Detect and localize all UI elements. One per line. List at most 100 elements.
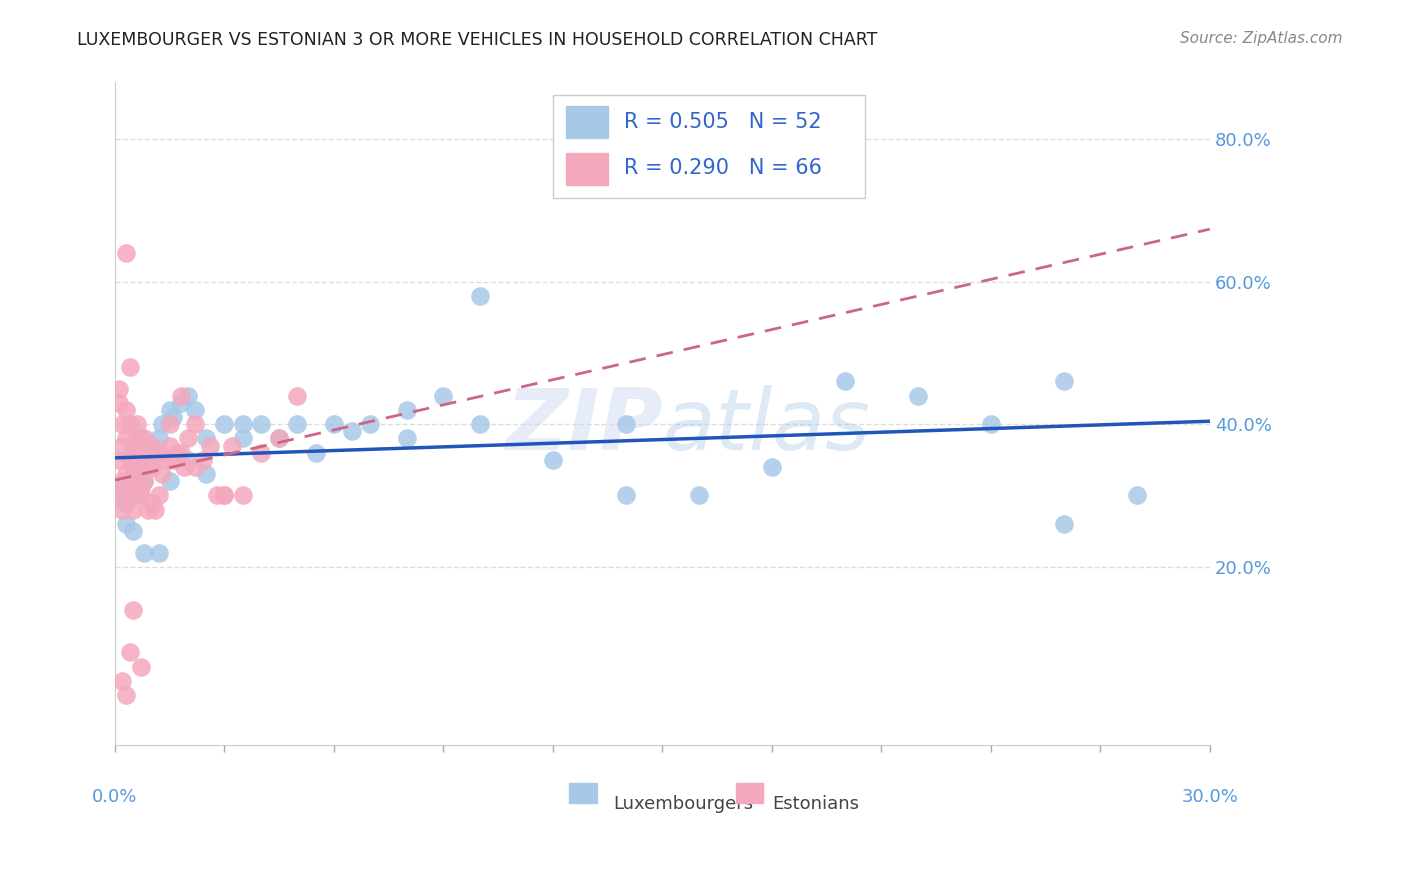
Point <box>170 389 193 403</box>
Point <box>107 488 129 502</box>
Point <box>148 432 170 446</box>
Point <box>834 375 856 389</box>
Point <box>115 516 138 531</box>
Point <box>170 446 193 460</box>
Point <box>122 502 145 516</box>
Text: 30.0%: 30.0% <box>1181 789 1239 806</box>
Point <box>134 545 156 559</box>
Point <box>107 382 129 396</box>
Point <box>143 446 166 460</box>
Point <box>152 417 174 432</box>
Point <box>129 481 152 495</box>
Point <box>148 545 170 559</box>
Text: R = 0.290   N = 66: R = 0.290 N = 66 <box>624 158 823 178</box>
Point <box>134 459 156 474</box>
Point <box>159 417 181 432</box>
Point <box>155 452 177 467</box>
Point <box>111 417 134 432</box>
Point <box>141 459 163 474</box>
Point <box>269 432 291 446</box>
Point <box>125 417 148 432</box>
Point <box>214 488 236 502</box>
Point <box>614 488 637 502</box>
Point <box>118 417 141 432</box>
Point <box>136 502 159 516</box>
Point <box>980 417 1002 432</box>
Text: ZIP: ZIP <box>505 385 662 468</box>
Point <box>162 452 184 467</box>
Point <box>107 396 129 410</box>
Point <box>111 481 134 495</box>
Point <box>148 446 170 460</box>
Point <box>125 488 148 502</box>
Point <box>250 417 273 432</box>
Point <box>125 467 148 481</box>
Point <box>342 425 364 439</box>
Point <box>118 360 141 375</box>
Bar <box>735 783 763 803</box>
Point <box>115 403 138 417</box>
Point <box>541 452 564 467</box>
Point <box>177 389 200 403</box>
Point <box>115 432 138 446</box>
Point <box>232 417 254 432</box>
Point <box>614 417 637 432</box>
Point <box>143 502 166 516</box>
Point <box>125 432 148 446</box>
Point <box>115 495 138 509</box>
Point <box>250 446 273 460</box>
Point <box>136 452 159 467</box>
Point <box>107 452 129 467</box>
Point <box>129 659 152 673</box>
Point <box>432 389 454 403</box>
FancyBboxPatch shape <box>553 95 865 198</box>
Point <box>221 439 243 453</box>
Point <box>122 474 145 488</box>
Point <box>214 417 236 432</box>
Point <box>134 432 156 446</box>
Point <box>122 524 145 538</box>
Text: atlas: atlas <box>662 385 870 468</box>
Text: R = 0.505   N = 52: R = 0.505 N = 52 <box>624 112 821 132</box>
Point <box>118 474 141 488</box>
Point <box>115 688 138 702</box>
Bar <box>567 106 607 138</box>
Point <box>287 389 309 403</box>
Point <box>118 645 141 659</box>
Point <box>198 439 221 453</box>
Point <box>107 488 129 502</box>
Point <box>166 446 188 460</box>
Point <box>111 474 134 488</box>
Point <box>688 488 710 502</box>
Text: 0.0%: 0.0% <box>93 789 138 806</box>
Point <box>148 488 170 502</box>
Point <box>232 432 254 446</box>
Point <box>129 446 152 460</box>
Point <box>1053 516 1076 531</box>
Point <box>159 403 181 417</box>
Point <box>232 488 254 502</box>
Point <box>195 432 218 446</box>
Bar <box>569 783 596 803</box>
Text: LUXEMBOURGER VS ESTONIAN 3 OR MORE VEHICLES IN HOUSEHOLD CORRELATION CHART: LUXEMBOURGER VS ESTONIAN 3 OR MORE VEHIC… <box>77 31 877 49</box>
Point <box>173 459 195 474</box>
Point <box>141 459 163 474</box>
Point <box>118 488 141 502</box>
Point <box>129 432 152 446</box>
Point <box>115 467 138 481</box>
Point <box>195 467 218 481</box>
Bar <box>567 153 607 185</box>
Point <box>159 474 181 488</box>
Point <box>141 439 163 453</box>
Point <box>468 417 491 432</box>
Point <box>177 432 200 446</box>
Text: Luxembourgers: Luxembourgers <box>613 795 754 813</box>
Point <box>205 488 228 502</box>
Point <box>115 246 138 260</box>
Point <box>129 488 152 502</box>
Text: Source: ZipAtlas.com: Source: ZipAtlas.com <box>1180 31 1343 46</box>
Point <box>141 495 163 509</box>
Point <box>287 417 309 432</box>
Point <box>214 488 236 502</box>
Point <box>136 446 159 460</box>
